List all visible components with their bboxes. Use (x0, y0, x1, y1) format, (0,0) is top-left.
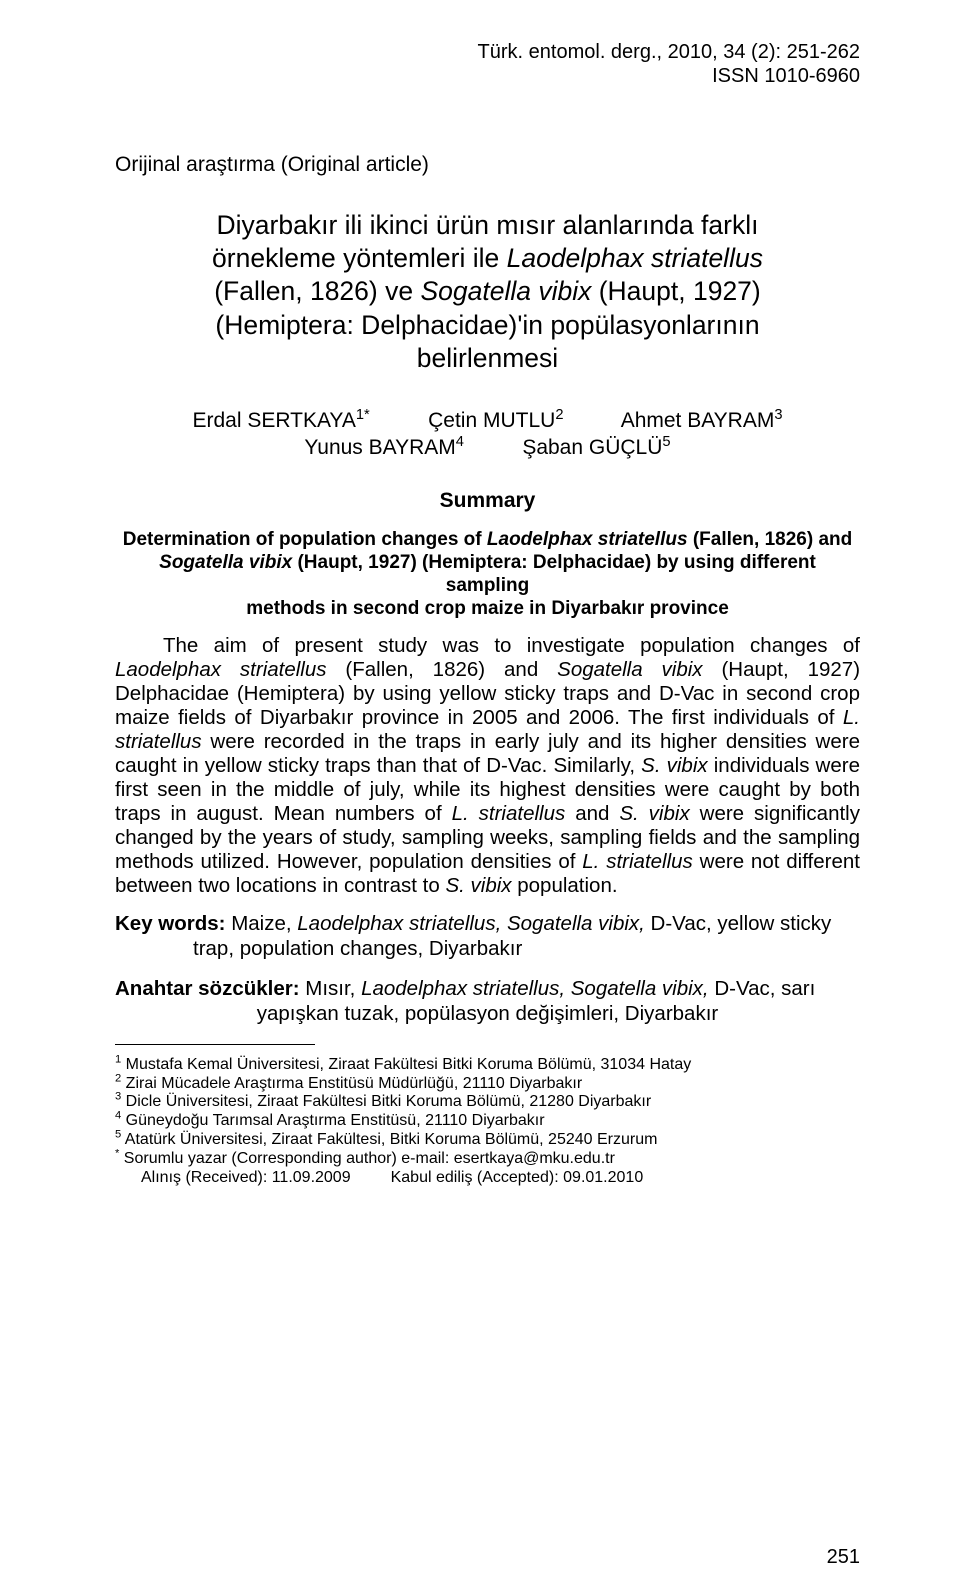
footnote-text: Dicle Üniversitesi, Ziraat Fakültesi Bit… (121, 1093, 651, 1110)
title-en-text: methods in second crop maize in Diyarbak… (246, 598, 729, 619)
article-type: Orijinal araştırma (Original article) (115, 153, 860, 177)
keywords-label: Key words: (115, 912, 231, 935)
summary-heading: Summary (115, 489, 860, 513)
footnote-line: * Sorumlu yazar (Corresponding author) e… (115, 1150, 860, 1169)
anahtar-label: Anahtar sözcükler: (115, 977, 305, 1000)
footnote-text: Güneydoğu Tarımsal Araştırma Enstitüsü, … (121, 1112, 544, 1129)
anahtar-text: D-Vac, sarı (714, 977, 815, 1000)
author-name: Yunus BAYRAM (304, 436, 455, 459)
title-en-text: (Fallen, 1826) and (693, 529, 852, 550)
footnote-line: 2 Zirai Mücadele Araştırma Enstitüsü Müd… (115, 1075, 860, 1094)
author-affil-sup: 1* (356, 407, 370, 423)
anahtar-text: Mısır, (305, 977, 361, 1000)
footnote-line: 3 Dicle Üniversitesi, Ziraat Fakültesi B… (115, 1093, 860, 1112)
abstract-paragraph: The aim of present study was to investig… (115, 634, 860, 898)
footnote-separator (115, 1044, 315, 1045)
journal-issn: ISSN 1010-6960 (115, 64, 860, 88)
species-name: Sogatella vibix (159, 552, 297, 573)
species-abbrev: S. vibix (619, 802, 699, 825)
title-en-text: (Haupt, 1927) (Hemiptera: Delphacidae) b… (297, 552, 815, 596)
journal-citation: Türk. entomol. derg., 2010, 34 (2): 251-… (115, 40, 860, 64)
title-line: (Hemiptera: Delphacidae)'in popülasyonla… (215, 310, 759, 340)
title-line: örnekleme yöntemleri ile (212, 243, 507, 273)
keywords-text: Maize, (231, 912, 297, 935)
article-page: Türk. entomol. derg., 2010, 34 (2): 251-… (0, 0, 960, 1595)
anahtar-block: Anahtar sözcükler: Mısır, Laodelphax str… (115, 977, 860, 1026)
species-abbrev: L. striatellus (452, 802, 576, 825)
title-line: (Haupt, 1927) (599, 276, 761, 306)
keywords-text: trap, population changes, Diyarbakır (115, 937, 860, 962)
author-name: Şaban GÜÇLÜ (522, 436, 662, 459)
title-line: Diyarbakır ili ikinci ürün mısır alanlar… (217, 210, 759, 240)
keywords-text: D-Vac, yellow sticky (651, 912, 832, 935)
authors-block: Erdal SERTKAYA1* Çetin MUTLU2 Ahmet BAYR… (115, 407, 860, 462)
footnote-text: Atatürk Üniversitesi, Ziraat Fakültesi, … (121, 1131, 657, 1148)
authors-row: Erdal SERTKAYA1* Çetin MUTLU2 Ahmet BAYR… (115, 407, 860, 434)
footnote-text: Mustafa Kemal Üniversitesi, Ziraat Fakül… (121, 1056, 691, 1073)
abstract-text: and (575, 802, 619, 825)
anahtar-text: yapışkan tuzak, popülasyon değişimleri, … (115, 1002, 860, 1027)
abstract-text: (Fallen, 1826) and (345, 658, 557, 681)
species-name: Laodelphax striatellus (487, 529, 693, 550)
species-name: Sogatella vibix (420, 276, 598, 306)
footnote-text: Zirai Mücadele Araştırma Enstitüsü Müdür… (121, 1075, 582, 1092)
author-affil-sup: 3 (774, 407, 782, 423)
journal-header: Türk. entomol. derg., 2010, 34 (2): 251-… (115, 40, 860, 88)
species-abbrev: L. striatellus (582, 850, 699, 873)
species-name: Sogatella vibix (557, 658, 721, 681)
abstract-text: population. (517, 874, 617, 897)
species-name: Laodelphax striatellus, Sogatella vibix, (297, 912, 650, 935)
title-english: Determination of population changes of L… (115, 528, 860, 621)
author-name: Çetin MUTLU (428, 409, 555, 432)
author-affil-sup: 5 (662, 434, 670, 450)
author-affil-sup: 4 (456, 434, 464, 450)
species-name: Laodelphax striatellus (115, 658, 345, 681)
species-abbrev: S. vibix (445, 874, 517, 897)
authors-row: Yunus BAYRAM4 Şaban GÜÇLÜ5 (115, 434, 860, 461)
author-name: Erdal SERTKAYA (192, 409, 355, 432)
title-en-text: Determination of population changes of (123, 529, 487, 550)
title-turkish: Diyarbakır ili ikinci ürün mısır alanlar… (115, 209, 860, 375)
footnote-line: 1 Mustafa Kemal Üniversitesi, Ziraat Fak… (115, 1056, 860, 1075)
footnote-text: Sorumlu yazar (Corresponding author) e-m… (119, 1150, 615, 1167)
footnotes-block: 1 Mustafa Kemal Üniversitesi, Ziraat Fak… (115, 1056, 860, 1188)
footnote-line: 5 Atatürk Üniversitesi, Ziraat Fakültesi… (115, 1131, 860, 1150)
received-accepted: Alınış (Received): 11.09.2009 Kabul edil… (115, 1169, 860, 1188)
author-name: Ahmet BAYRAM (621, 409, 775, 432)
keywords-block: Key words: Maize, Laodelphax striatellus… (115, 912, 860, 961)
abstract-text: The aim of present study was to investig… (163, 634, 860, 657)
title-line: (Fallen, 1826) ve (214, 276, 420, 306)
footnote-line: 4 Güneydoğu Tarımsal Araştırma Enstitüsü… (115, 1112, 860, 1131)
species-abbrev: S. vibix (641, 754, 714, 777)
page-number: 251 (827, 1546, 860, 1569)
species-name: Laodelphax striatellus (507, 243, 763, 273)
species-name: Laodelphax striatellus, Sogatella vibix, (361, 977, 714, 1000)
title-line: belirlenmesi (417, 343, 558, 373)
author-affil-sup: 2 (555, 407, 563, 423)
